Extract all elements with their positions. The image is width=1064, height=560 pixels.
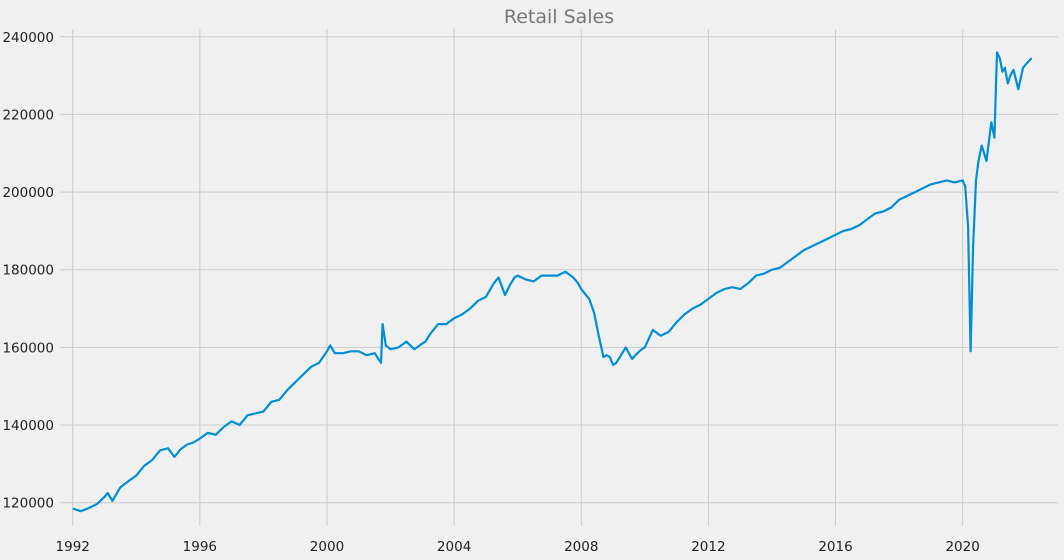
y-tick-label: 240000 (2, 30, 54, 46)
x-tick-label: 2000 (310, 539, 344, 555)
x-tick-label: 2016 (818, 539, 852, 555)
x-tick-label: 1992 (56, 539, 90, 555)
y-tick-label: 220000 (2, 107, 54, 123)
x-tick-label: 1996 (183, 539, 217, 555)
x-tick-label: 2008 (564, 539, 598, 555)
x-axis-ticks: 1992 1996 2000 2004 2008 2012 2016 2020 (56, 539, 980, 555)
x-tick-label: 2004 (437, 539, 471, 555)
y-tick-label: 160000 (2, 340, 54, 356)
x-tick-label: 2020 (945, 539, 979, 555)
grid-lines (60, 29, 1058, 526)
y-tick-label: 120000 (2, 496, 54, 512)
y-tick-label: 200000 (2, 185, 54, 201)
series-layer (72, 51, 1033, 513)
y-tick-label: 180000 (2, 263, 54, 279)
series-line (72, 51, 1033, 513)
y-axis-ticks: 120000 140000 160000 180000 200000 220000 2400… (2, 30, 54, 512)
chart-title: Retail Sales (504, 6, 614, 28)
x-tick-label: 2012 (691, 539, 725, 555)
y-tick-label: 140000 (2, 418, 54, 434)
